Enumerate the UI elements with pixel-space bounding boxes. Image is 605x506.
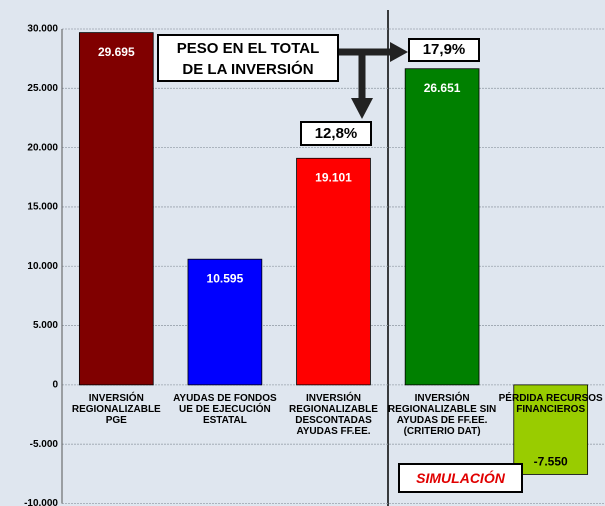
x-tick-label: AYUDAS DE FONDOS UE DE EJECUCIÓN ESTATAL <box>173 392 277 426</box>
y-tick-label: -5.000 <box>30 439 59 450</box>
annotation-box: 17,9% <box>408 38 480 62</box>
arrows <box>339 42 408 119</box>
y-tick-label: 5.000 <box>33 320 58 331</box>
y-tick-label: 0 <box>52 380 58 391</box>
value-label: -7.550 <box>534 455 568 469</box>
bar <box>187 258 263 386</box>
x-tick-label: PÉRDIDA RECURSOS FINANCIEROS <box>498 392 603 415</box>
y-tick-label: 15.000 <box>27 202 58 213</box>
value-label: 19.101 <box>315 170 352 184</box>
bar <box>296 157 371 386</box>
annotation-box: SIMULACIÓN <box>398 463 523 493</box>
y-tick-label: 20.000 <box>27 142 58 153</box>
x-tick-label: INVERSIÓN REGIONALIZABLE DESCONTADAS AYU… <box>289 392 378 437</box>
y-tick-label: 10.000 <box>27 261 58 272</box>
bar <box>404 68 480 386</box>
annotation-box: 12,8% <box>300 121 372 146</box>
bar <box>78 32 154 386</box>
x-tick-label: INVERSIÓN REGIONALIZABLE PGE <box>71 392 161 426</box>
value-label: 29.695 <box>98 45 135 59</box>
value-label: 26.651 <box>424 81 461 95</box>
y-tick-label: 25.000 <box>27 83 58 94</box>
value-label: 10.595 <box>207 271 244 285</box>
y-tick-label: 30.000 <box>27 24 58 35</box>
x-tick-label: INVERSIÓN REGIONALIZABLE SIN AYUDAS DE F… <box>387 392 497 437</box>
y-tick-label: -10.000 <box>24 498 58 506</box>
bar <box>513 384 589 475</box>
annotation-box: PESO EN EL TOTAL DE LA INVERSIÓN <box>157 34 339 82</box>
